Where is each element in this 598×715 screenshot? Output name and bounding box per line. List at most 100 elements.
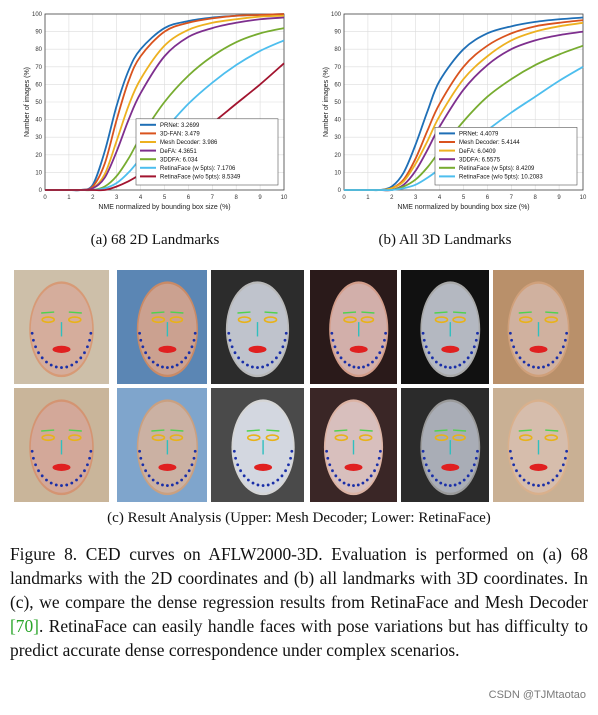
eye-contour <box>151 434 166 442</box>
landmark-point <box>422 456 426 460</box>
face-illustration <box>211 388 304 502</box>
y-tick-label: 100 <box>331 12 342 18</box>
x-tick-label: 3 <box>414 195 418 201</box>
landmark-point <box>241 360 245 364</box>
eye-contour <box>246 434 261 442</box>
x-axis-label: NME normalized by bounding box size (%) <box>397 204 529 211</box>
landmark-point <box>347 363 351 367</box>
y-tick-label: 100 <box>32 12 43 18</box>
brow-contour <box>266 429 280 432</box>
citation-link[interactable]: [70] <box>10 616 39 636</box>
face-illustration <box>493 270 584 384</box>
landmark-point <box>230 345 234 349</box>
landmark-point <box>561 463 565 467</box>
y-tick-label: 50 <box>35 100 42 106</box>
landmark-point <box>141 463 145 467</box>
landmark-point <box>184 356 188 360</box>
brow-contour <box>545 429 559 432</box>
eye-contour <box>151 316 166 324</box>
landmark-point <box>89 449 93 453</box>
eye-contour <box>518 434 533 442</box>
landmark-point <box>444 483 447 487</box>
landmark-point <box>339 356 343 360</box>
landmark-point <box>192 338 196 342</box>
landmark-point <box>88 338 91 342</box>
landmark-point <box>472 463 476 467</box>
eye-contour <box>358 434 373 442</box>
mouth-contour <box>52 345 71 353</box>
landmark-point <box>190 463 194 467</box>
landmark-point <box>325 449 329 453</box>
y-tick-label: 90 <box>35 30 42 36</box>
face-result-image <box>117 270 207 384</box>
landmark-point <box>365 478 369 482</box>
watermark: CSDN @TJMtaotao <box>488 689 586 701</box>
landmark-point <box>138 331 141 335</box>
landmark-point <box>448 484 452 487</box>
landmark-point <box>439 481 443 485</box>
x-tick-label: 6 <box>486 195 490 201</box>
landmark-point <box>40 474 44 478</box>
brow-contour <box>68 311 82 314</box>
landmark-point <box>476 331 479 335</box>
brow-contour <box>359 429 373 432</box>
eye-contour <box>544 316 559 324</box>
landmark-point <box>147 474 151 478</box>
landmark-point <box>343 360 347 364</box>
mouth-contour <box>344 463 363 471</box>
landmark-point <box>161 483 164 487</box>
landmark-point <box>75 360 78 364</box>
landmark-point <box>89 331 93 335</box>
landmark-point <box>512 345 516 349</box>
subcaption-b: (b) All 3D Landmarks <box>378 232 512 248</box>
landmark-point <box>431 356 434 360</box>
landmark-point <box>166 366 169 369</box>
face-illustration <box>401 270 489 384</box>
face-illustration <box>401 388 489 502</box>
series-line-6 <box>44 62 285 192</box>
landmark-point <box>34 345 37 349</box>
landmark-point <box>453 365 457 369</box>
landmark-point <box>522 360 526 364</box>
brow-contour <box>151 429 165 432</box>
legend-entry: 3D-FAN: 3.479 <box>160 132 200 138</box>
eye-contour <box>343 316 357 324</box>
y-tick-label: 0 <box>39 188 43 194</box>
landmark-point <box>256 483 260 487</box>
face-illustration <box>14 270 109 384</box>
brow-contour <box>518 311 532 314</box>
x-tick-label: 0 <box>43 195 47 201</box>
landmark-point <box>352 484 355 487</box>
x-tick-label: 8 <box>534 195 538 201</box>
y-tick-label: 30 <box>334 135 341 141</box>
plot-frame <box>343 13 584 191</box>
brow-contour <box>334 429 348 432</box>
face-result-image <box>310 388 397 502</box>
landmark-point <box>532 365 535 369</box>
landmark-point <box>32 456 35 460</box>
subcaption-a: (a) 68 2D Landmarks <box>90 232 220 248</box>
landmark-point <box>278 351 282 355</box>
landmark-point <box>161 365 164 369</box>
mouth-contour <box>441 463 460 471</box>
face-result-image <box>117 388 207 502</box>
y-tick-label: 20 <box>35 153 42 159</box>
landmark-point <box>70 363 74 367</box>
y-tick-label: 20 <box>334 153 341 159</box>
landmark-point <box>270 360 274 364</box>
landmark-point <box>381 345 384 349</box>
ced-chart-2d: 0 1 2 3 4 5 6 7 8 9 10 0 10 20 30 40 50 60 70 80 90 100 NME no… <box>0 0 299 230</box>
landmark-point <box>234 456 237 460</box>
landmark-point <box>88 456 91 460</box>
mouth-contour <box>52 463 71 471</box>
brow-contour <box>68 429 82 432</box>
landmark-point <box>565 449 569 453</box>
landmark-point <box>54 483 58 487</box>
y-tick-label: 0 <box>338 188 342 194</box>
y-axis-label: Number of images (%) <box>24 67 31 137</box>
landmark-point <box>334 474 338 478</box>
ced-chart-3d: 0 1 2 3 4 5 6 7 8 9 10 0 10 20 30 40 50 60 70 80 90 100 NME no… <box>299 0 598 230</box>
landmark-point <box>474 456 478 460</box>
landmark-point <box>65 483 69 487</box>
